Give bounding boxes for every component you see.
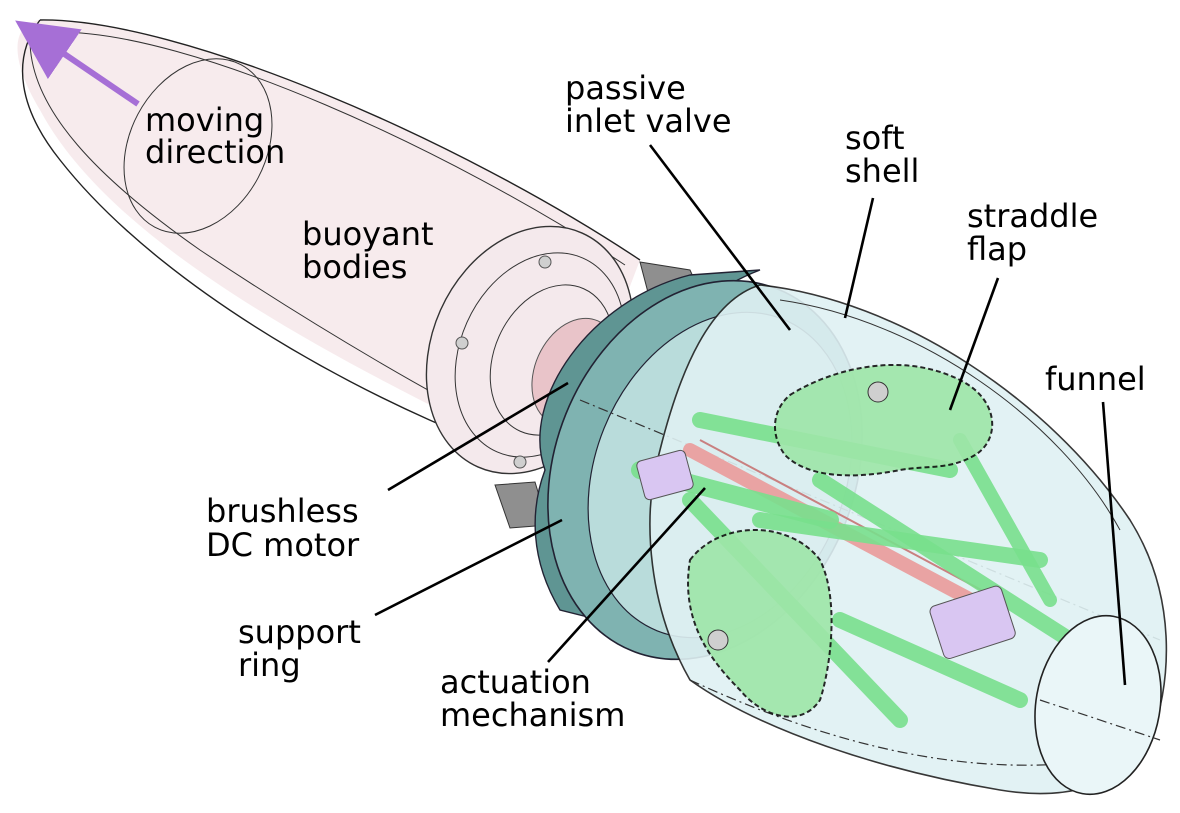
leader-support-ring — [374, 518, 563, 617]
leader-funnel — [1101, 401, 1127, 686]
label-brushless-line1: brushless — [206, 492, 359, 530]
leader-lines — [374, 144, 1127, 686]
funnel — [1034, 614, 1162, 796]
label-support-ring-line1: support — [238, 613, 361, 651]
labels: moving direction buoyant bodies passive … — [145, 69, 1146, 734]
leader-straddle-flap — [948, 277, 1000, 411]
label-support-ring-line2: ring — [238, 646, 301, 684]
label-brushless-line2: DC motor — [206, 526, 360, 564]
label-moving-direction-line1: moving — [145, 101, 264, 139]
leader-soft-shell — [843, 197, 875, 319]
label-moving-direction-line2: direction — [145, 133, 285, 171]
label-soft-shell: soft shell — [845, 119, 919, 190]
label-buoyant-bodies-line2: bodies — [302, 248, 407, 286]
leader-brushless-dc-motor — [387, 381, 569, 492]
label-passive-inlet-valve: passive inlet valve — [565, 69, 732, 140]
label-straddle-flap: straddle flap — [967, 197, 1108, 268]
label-actuation-mechanism: actuation mechanism — [440, 663, 625, 734]
label-buoyant-bodies: buoyant bodies — [302, 215, 444, 286]
moving-direction-arrow — [15, 20, 140, 107]
label-soft-shell-line1: soft — [845, 119, 905, 157]
label-funnel: funnel — [1045, 360, 1146, 398]
label-funnel-line1: funnel — [1045, 360, 1146, 398]
label-soft-shell-line2: shell — [845, 152, 919, 190]
label-actuation-line1: actuation — [440, 663, 591, 701]
label-straddle-flap-line1: straddle — [967, 197, 1098, 235]
label-straddle-flap-line2: flap — [967, 230, 1027, 268]
label-actuation-line2: mechanism — [440, 696, 625, 734]
label-passive-inlet-valve-line1: passive — [565, 69, 686, 107]
leader-actuation-mechanism — [547, 487, 706, 663]
label-brushless-dc-motor: brushless DC motor — [206, 492, 369, 564]
label-moving-direction: moving direction — [145, 101, 285, 171]
leader-passive-inlet-valve — [648, 144, 792, 331]
label-passive-inlet-valve-line2: inlet valve — [565, 102, 732, 140]
label-buoyant-bodies-line1: buoyant — [302, 215, 434, 253]
straddle-flaps — [687, 363, 994, 718]
label-support-ring: support ring — [238, 613, 371, 684]
